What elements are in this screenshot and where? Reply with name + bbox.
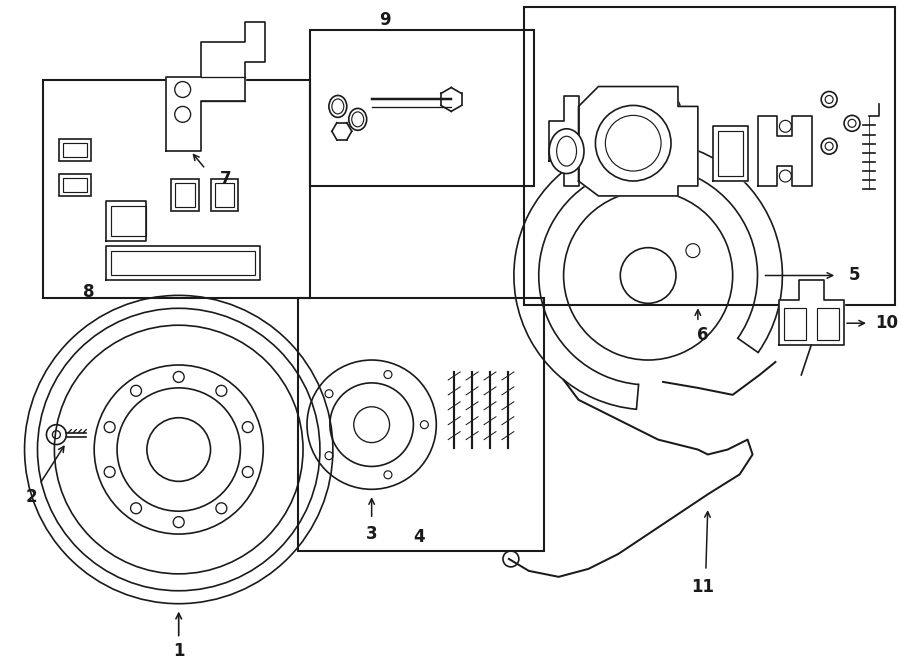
Text: 1: 1 [173,642,184,661]
Bar [718,131,742,176]
Polygon shape [106,246,260,281]
Bar [59,174,91,196]
Polygon shape [758,117,812,186]
Bar [211,179,239,211]
Bar [785,308,806,340]
Text: 11: 11 [691,578,715,596]
Bar [111,206,146,236]
Bar [817,308,839,340]
Ellipse shape [549,129,584,173]
Bar [171,179,199,211]
Text: 6: 6 [698,326,708,344]
Bar [111,251,256,275]
Text: 4: 4 [414,528,425,546]
Text: 3: 3 [365,525,377,543]
Text: 5: 5 [849,267,859,285]
Bar [43,79,310,299]
Bar [59,139,91,161]
Text: 10: 10 [876,314,898,332]
Polygon shape [549,97,579,186]
Bar [175,183,194,207]
Polygon shape [579,87,698,196]
Bar [214,183,234,207]
Text: 7: 7 [220,170,231,188]
Bar [310,30,534,186]
Bar [524,7,895,305]
Bar [298,299,544,551]
Polygon shape [106,201,146,241]
Bar [63,143,87,157]
Polygon shape [166,22,266,151]
Text: 9: 9 [379,11,391,29]
Polygon shape [779,281,844,345]
Bar [63,178,87,192]
Text: 8: 8 [84,283,94,301]
Polygon shape [713,126,748,181]
Text: 2: 2 [26,489,37,506]
